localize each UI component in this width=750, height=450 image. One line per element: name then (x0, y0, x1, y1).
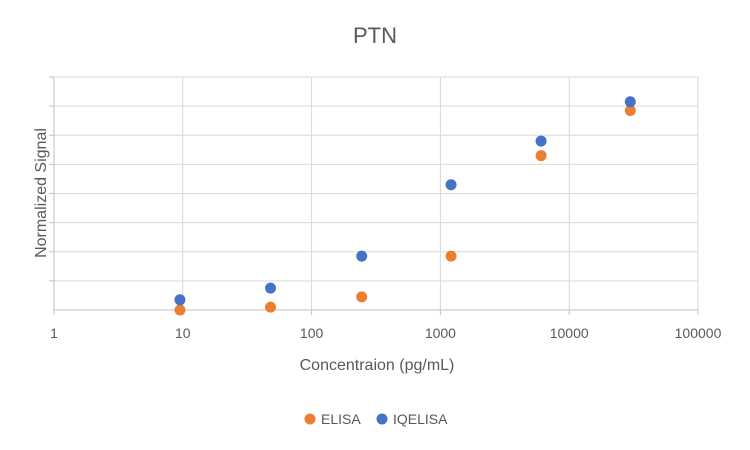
x-tick-label: 100 (300, 325, 324, 341)
legend-label-iqelisa: IQELISA (393, 411, 448, 427)
gridlines (54, 76, 699, 310)
data-points (174, 96, 636, 316)
data-point-elisa (174, 304, 186, 316)
x-tick-labels: 1 10 100 1000 10000 100000 (50, 325, 721, 341)
data-point-iqelisa (265, 282, 277, 294)
data-point-iqelisa (535, 135, 547, 147)
data-point-iqelisa (624, 96, 636, 108)
legend-label-elisa: ELISA (321, 411, 361, 427)
x-axis-label: Concentraion (pg/mL) (300, 357, 455, 374)
legend-marker-iqelisa (376, 413, 388, 425)
data-point-elisa (535, 150, 547, 162)
data-point-elisa (445, 250, 457, 262)
data-point-elisa (356, 291, 368, 303)
data-point-iqelisa (445, 179, 457, 191)
data-point-iqelisa (356, 250, 368, 262)
data-point-elisa (265, 301, 277, 313)
x-tick-label: 10 (175, 325, 191, 341)
y-axis-label: Normalized Signal (33, 128, 50, 258)
axes (49, 76, 699, 315)
x-tick-label: 10000 (550, 325, 589, 341)
x-tick-label: 1 (50, 325, 58, 341)
chart-title: PTN (353, 23, 397, 48)
x-tick-label: 100000 (675, 325, 722, 341)
legend-marker-elisa (304, 413, 316, 425)
legend: ELISA IQELISA (304, 411, 448, 427)
x-tick-label: 1000 (425, 325, 456, 341)
data-point-elisa (624, 104, 636, 116)
data-point-iqelisa (174, 294, 186, 306)
